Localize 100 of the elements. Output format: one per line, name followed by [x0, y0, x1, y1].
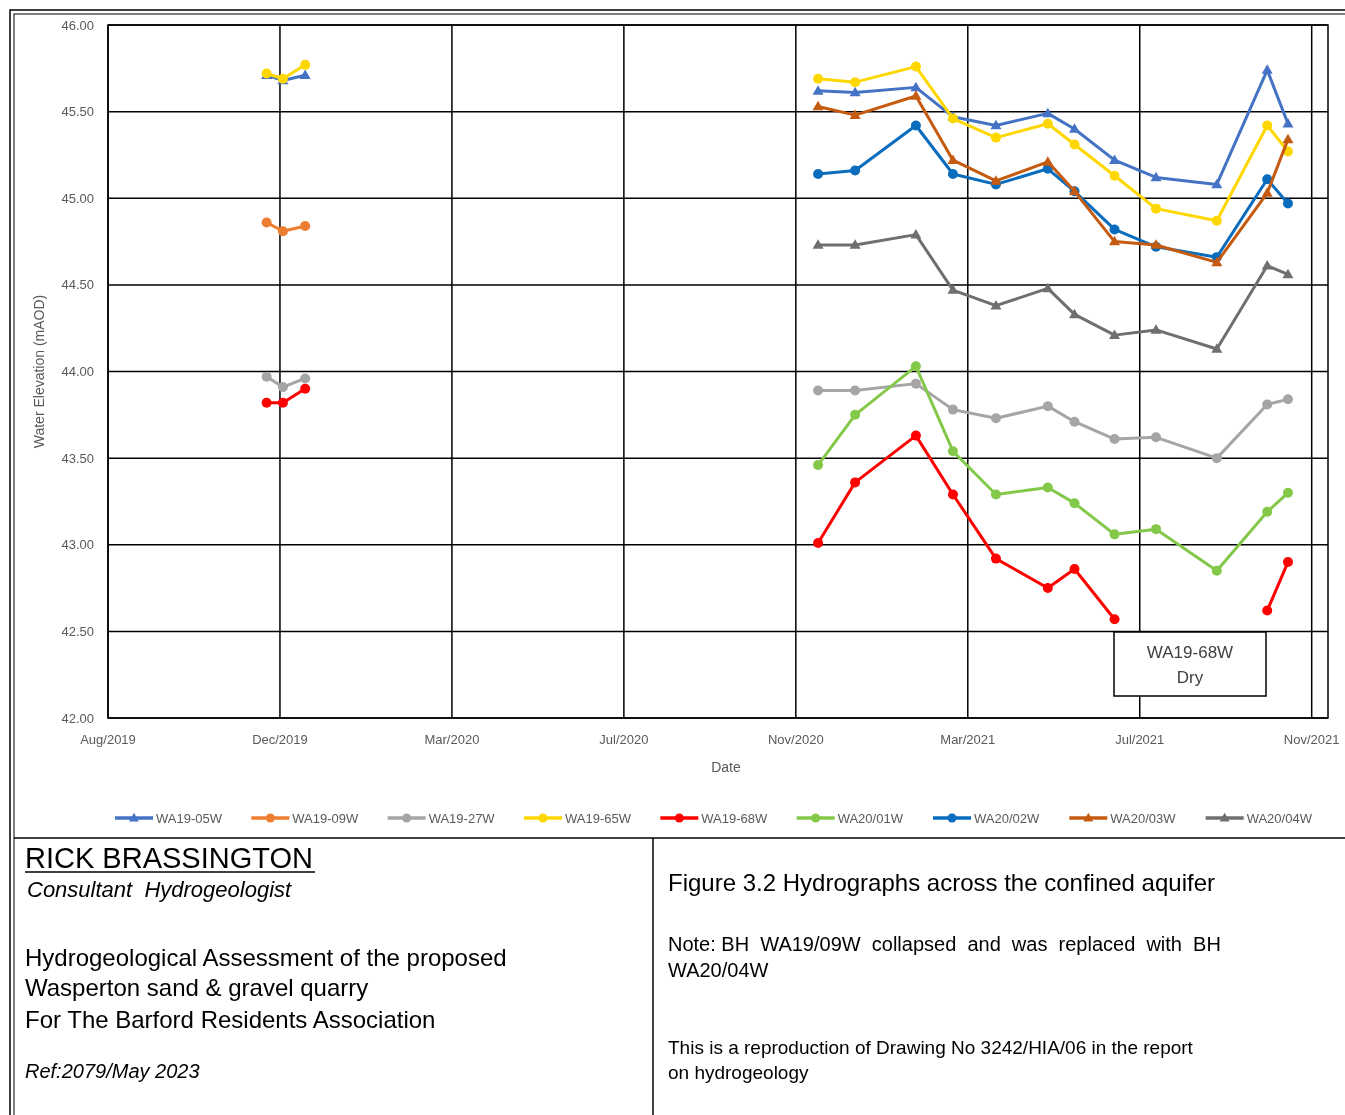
- point: [990, 132, 1001, 143]
- point: [1109, 224, 1120, 235]
- point: [1282, 487, 1293, 498]
- y-tick-label: 42.50: [61, 623, 94, 639]
- point: [1211, 343, 1223, 353]
- point: [277, 382, 288, 393]
- point: [1109, 529, 1120, 540]
- point: [261, 217, 272, 228]
- y-tick-label: 44.00: [61, 364, 94, 380]
- point: [300, 383, 311, 394]
- x-tick-label: Dec/2019: [252, 732, 308, 747]
- point: [1261, 64, 1273, 74]
- x-tick-label: Mar/2020: [424, 732, 480, 747]
- point: [1042, 156, 1054, 166]
- point: [990, 553, 1001, 564]
- legend-label: WA20/04W: [1246, 810, 1313, 826]
- point: [910, 361, 921, 372]
- legend-label: WA19-68W: [701, 810, 769, 826]
- point: [1282, 394, 1293, 405]
- point: [910, 120, 921, 131]
- point: [1282, 198, 1293, 209]
- point: [812, 239, 824, 249]
- x-tick-label: Mar/2021: [940, 732, 996, 747]
- legend-label: WA19-09W: [292, 810, 360, 826]
- legend-label: WA19-27W: [428, 810, 496, 826]
- text: RICK BRASSINGTON: [25, 842, 313, 874]
- point: [1109, 154, 1121, 164]
- point: [990, 175, 1002, 185]
- y-tick-label: 43.50: [61, 450, 94, 466]
- point: [850, 385, 861, 396]
- point: [1069, 498, 1080, 509]
- point: [261, 397, 272, 408]
- point: [1261, 260, 1273, 270]
- point: [300, 373, 311, 384]
- legend-label: WA20/01W: [837, 810, 904, 826]
- legend-label: WA19-65W: [565, 810, 632, 826]
- point: [1211, 178, 1223, 189]
- y-tick-label: 44.50: [61, 277, 94, 293]
- point: [947, 404, 958, 415]
- point: [1282, 133, 1294, 144]
- y-tick-label: 43.00: [61, 537, 94, 553]
- point: [299, 69, 311, 80]
- point: [849, 239, 861, 249]
- text: This is a reproduction of Drawing No 3242/HIA/06 in the report on hydrogeology: [668, 1037, 1194, 1083]
- point: [1211, 256, 1223, 267]
- y-axis-title: Water Elevation (mAOD): [31, 294, 47, 449]
- point: [1262, 506, 1273, 517]
- point: [1069, 308, 1081, 319]
- point: [1042, 107, 1054, 118]
- point: [1151, 432, 1162, 443]
- point: [1042, 282, 1054, 293]
- point: [1109, 434, 1120, 445]
- point: [813, 460, 824, 471]
- y-tick-label: 45.00: [61, 190, 94, 206]
- text: Figure 3.2 Hydrographs across the confined aquifer: [668, 869, 1215, 896]
- x-tick-label: Nov/2021: [1283, 732, 1340, 747]
- point: [850, 477, 861, 488]
- point: [261, 371, 272, 382]
- text: Hydrogeological Assessment of the proposed Wasperton sand & gravel quarry: [25, 944, 507, 1001]
- x-tick-label: Aug/2019: [80, 732, 136, 747]
- point: [850, 77, 861, 88]
- point: [947, 169, 958, 179]
- point: [812, 85, 824, 95]
- point: [1042, 401, 1053, 412]
- point: [850, 165, 861, 176]
- point: [947, 284, 959, 294]
- legend-label: WA20/02W: [974, 810, 1040, 826]
- point: [812, 100, 824, 111]
- point: [1261, 187, 1273, 197]
- point: [947, 154, 959, 164]
- point: [1069, 416, 1080, 427]
- text: Note: BH WA19/09W collapsed and was replaced with BH WA20/04W: [668, 933, 1221, 981]
- point: [813, 73, 824, 84]
- legend-label: WA20/03W: [1110, 810, 1177, 826]
- point: [300, 220, 311, 231]
- point: [1150, 324, 1162, 334]
- point: [1069, 564, 1080, 575]
- point: [849, 109, 861, 119]
- point: [1211, 215, 1222, 226]
- point: [849, 86, 861, 97]
- point: [1042, 583, 1053, 594]
- x-tick-label: Nov/2020: [768, 732, 824, 747]
- point: [1109, 614, 1120, 625]
- text: For The Barford Residents Association: [25, 1006, 436, 1033]
- annotation: WA19-68W Dry: [1146, 643, 1234, 687]
- point: [277, 397, 288, 408]
- legend-label: WA19-05W: [156, 810, 223, 826]
- point: [1042, 118, 1053, 129]
- point: [1109, 235, 1121, 246]
- point: [1211, 565, 1222, 576]
- y-tick-label: 42.00: [61, 710, 94, 726]
- point: [910, 61, 921, 72]
- point: [1262, 399, 1273, 410]
- text: Consultant Hydrogeologist: [27, 877, 293, 902]
- point: [1069, 139, 1080, 150]
- point: [1211, 453, 1222, 464]
- text: Ref:2079/May 2023: [25, 1060, 200, 1082]
- point: [990, 413, 1001, 424]
- point: [1151, 524, 1162, 535]
- note-box: WA19-68W Dry: [1113, 631, 1267, 697]
